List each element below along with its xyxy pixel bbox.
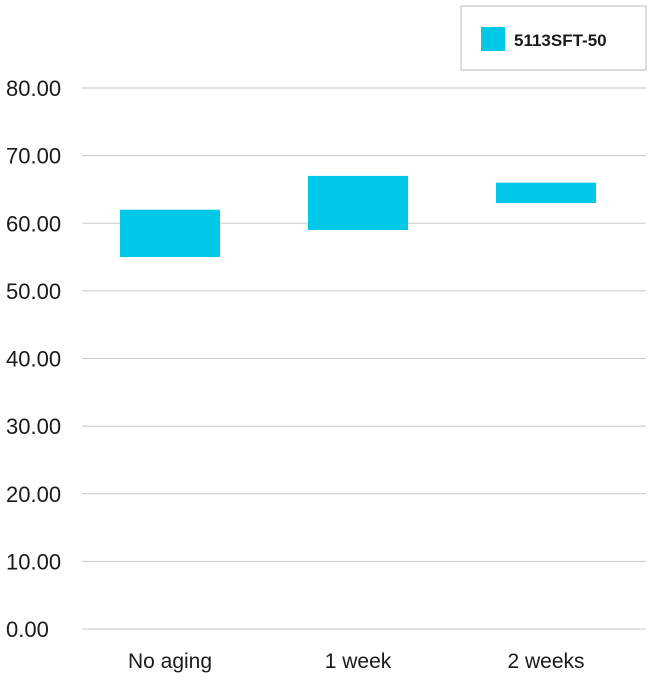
y-tick-label: 50.00: [6, 279, 61, 304]
y-tick-label: 40.00: [6, 347, 61, 372]
x-category-label: 2 weeks: [507, 650, 584, 673]
y-tick-label: 20.00: [6, 482, 61, 507]
legend: 5113SFT-50: [460, 5, 647, 71]
y-tick-label: 60.00: [6, 211, 61, 236]
x-category-label: No aging: [128, 650, 212, 673]
bar: [120, 209, 220, 258]
bar: [308, 175, 408, 231]
x-category-label: 1 week: [325, 650, 392, 673]
gridlines: [82, 87, 646, 630]
legend-swatch: [481, 27, 505, 51]
y-axis-ticks: 0.00 10.00 20.00 30.00 40.00 50.00 60.00 70.00 8…: [6, 76, 61, 642]
bars: [120, 175, 596, 258]
y-tick-label: 80.00: [6, 76, 61, 101]
y-tick-label: 70.00: [6, 144, 61, 169]
y-tick-label: 30.00: [6, 414, 61, 439]
legend-label: 5113SFT-50: [514, 31, 607, 50]
x-axis-categories: No aging 1 week 2 weeks: [128, 650, 585, 673]
y-tick-label: 10.00: [6, 549, 61, 574]
y-tick-label: 0.00: [6, 617, 49, 642]
bar: [496, 182, 596, 203]
